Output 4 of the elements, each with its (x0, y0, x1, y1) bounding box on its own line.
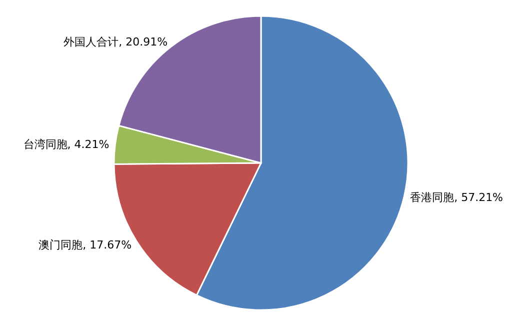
slice-label: 香港同胞, 57.21% (410, 191, 504, 204)
slice-label: 外国人合计, 20.91% (64, 36, 168, 49)
slice-label: 台湾同胞, 4.21% (23, 138, 110, 151)
slice-label: 澳门同胞, 17.67% (38, 238, 132, 252)
